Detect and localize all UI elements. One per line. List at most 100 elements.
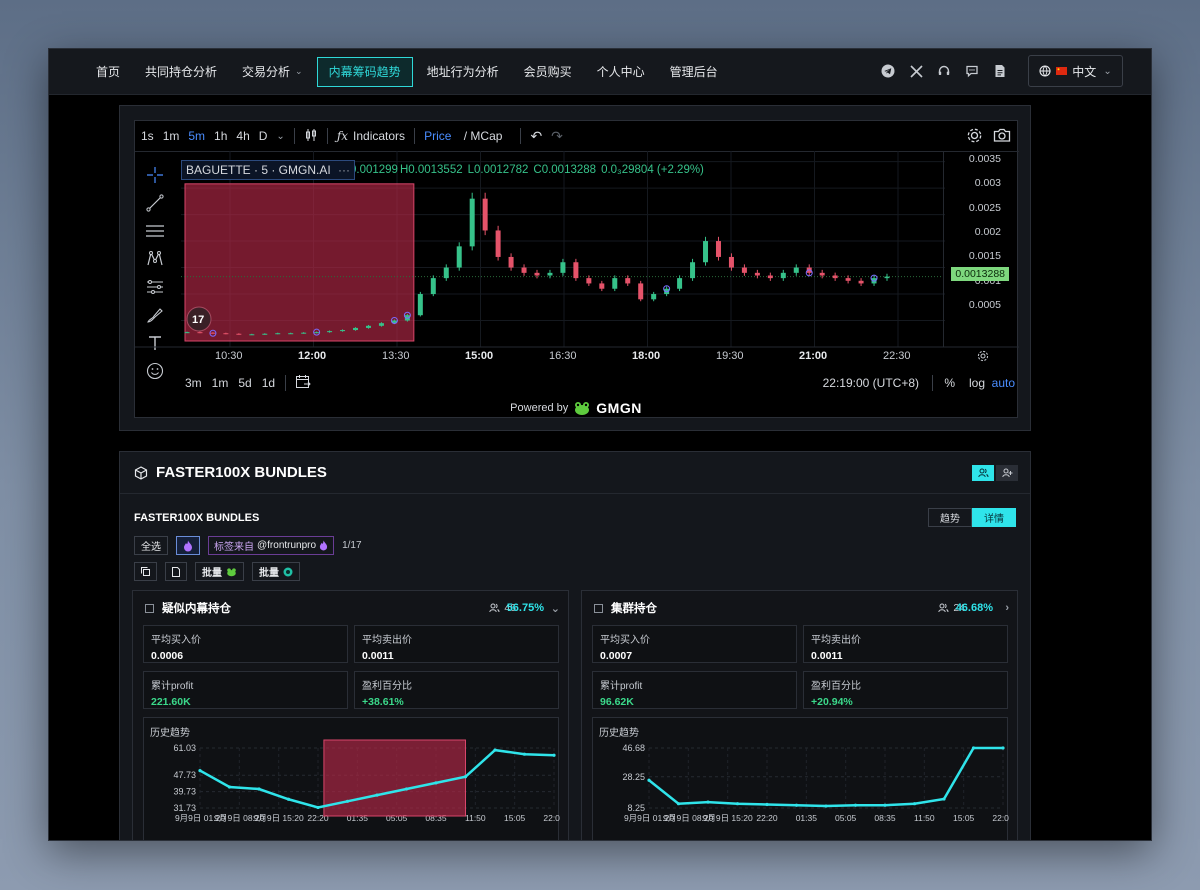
settings-icon[interactable]: [966, 127, 983, 147]
cluster-holdings-card: 集群持仓 24 46.68% › 平均买入价 0.0007 平均卖出价 0.0011…: [581, 590, 1018, 841]
text-tool-icon[interactable]: [141, 329, 169, 357]
tag-filter-button[interactable]: [176, 536, 200, 555]
undo-icon[interactable]: ↶: [530, 127, 543, 144]
timeframe-1s[interactable]: 1s: [141, 129, 154, 143]
tag-source-chip[interactable]: 标签来自 @frontrunpro: [208, 536, 335, 555]
data-point: [463, 775, 468, 779]
data-point: [883, 803, 887, 807]
crosshair-icon[interactable]: [141, 161, 169, 189]
price-chart-plot[interactable]: 17: [135, 121, 1019, 419]
flame-icon: [319, 540, 328, 551]
x-tick: 9月9日 15:20: [703, 813, 753, 823]
gmgn-frog-icon: [227, 567, 236, 576]
trend-title: 历史趋势: [150, 728, 190, 739]
range-3m[interactable]: 3m: [185, 376, 202, 390]
measure-icon[interactable]: [141, 273, 169, 301]
card-checkbox[interactable]: [145, 603, 154, 613]
export-button[interactable]: [165, 562, 187, 581]
batch-gmgn-button[interactable]: 批量: [195, 562, 244, 581]
x-tick: 11:50: [465, 813, 486, 823]
stat-avg-sell: 平均卖出价 0.0011: [803, 625, 1008, 663]
range-1d[interactable]: 1d: [261, 376, 276, 390]
timeframe-4h[interactable]: 4h: [236, 129, 250, 143]
chat-icon[interactable]: [958, 57, 986, 85]
add-user-button[interactable]: [996, 465, 1018, 481]
nav-membership[interactable]: 会员购买: [523, 65, 572, 79]
nav-common-holdings[interactable]: 共同持仓分析: [145, 65, 218, 79]
nav-address-behavior[interactable]: 地址行为分析: [426, 65, 499, 79]
time-display[interactable]: 22:19:00 (UTC+8): [822, 376, 919, 390]
highlight-range: [323, 739, 466, 817]
emoji-icon[interactable]: [141, 357, 169, 385]
document-icon[interactable]: [986, 57, 1014, 85]
symbol-label[interactable]: BAGUETTE · 5 · GMGN.AI ···: [181, 160, 356, 180]
x-tick: 9月9日 08:20: [214, 813, 264, 823]
x-icon[interactable]: [902, 57, 930, 85]
trade-marker: [313, 328, 321, 336]
brush-icon[interactable]: [141, 301, 169, 329]
nav-trade-analysis[interactable]: 交易分析 ⌄: [242, 65, 303, 79]
indicators-button[interactable]: Indicators: [353, 129, 406, 143]
nav-profile[interactable]: 个人中心: [596, 65, 645, 79]
candle-body: [353, 327, 359, 331]
candle-body: [378, 323, 384, 326]
percent-toggle[interactable]: %: [944, 376, 955, 390]
range-1m[interactable]: 1m: [211, 376, 229, 390]
nav-home[interactable]: 首页: [96, 65, 121, 79]
data-point: [824, 804, 828, 808]
data-point: [375, 793, 379, 797]
candle-type-icon[interactable]: [304, 128, 318, 145]
redo-icon[interactable]: ↷: [551, 127, 563, 144]
batch-other-button[interactable]: 批量: [252, 562, 300, 581]
chevron-down-icon[interactable]: ⌄: [550, 602, 560, 615]
chevron-down-icon[interactable]: ⌄: [276, 130, 285, 142]
candle-body: [327, 331, 333, 333]
log-toggle[interactable]: log: [968, 376, 985, 390]
select-all-button[interactable]: 全选: [134, 536, 168, 555]
x-tick: 22:20: [756, 813, 778, 823]
nav-admin[interactable]: 管理后台: [669, 65, 718, 79]
language-selector[interactable]: 中文 ⌄: [1028, 55, 1123, 87]
view-trend-button[interactable]: 趋势: [928, 508, 972, 527]
pagination: 1/17: [342, 540, 362, 551]
data-point: [765, 802, 769, 807]
toolbar-divider: [414, 128, 416, 144]
telegram-icon[interactable]: [874, 57, 902, 85]
range-5d[interactable]: 5d: [238, 376, 252, 390]
user-add-icon: [1001, 468, 1012, 478]
indicators-icon[interactable]: ƒx: [336, 129, 349, 143]
chart-bottom-bar: 3m 1m 5d 1d 22:19:00 (UTC+8) % log auto: [185, 373, 1019, 393]
timeframe-d[interactable]: D: [258, 129, 268, 143]
bundles-header: FASTER100X BUNDLES: [120, 452, 1030, 494]
price-axis[interactable]: 0.0035 0.003 0.0025 0.002 0.0015 0.001 0…: [943, 151, 1017, 347]
candle-body: [586, 278, 592, 284]
time-axis[interactable]: 10:30 12:00 13:30 15:00 16:30 18:00 19:3…: [181, 347, 945, 367]
x-tick: 15:05: [504, 813, 526, 823]
camera-icon[interactable]: [993, 127, 1011, 146]
timeframe-1m[interactable]: 1m: [162, 129, 180, 143]
users-icon: [489, 603, 500, 613]
circle-logo-icon: [283, 567, 293, 576]
goto-date-icon[interactable]: [295, 374, 311, 392]
nav-insider-trend[interactable]: 内幕筹码趋势: [316, 56, 413, 87]
headset-icon[interactable]: [930, 57, 958, 85]
axis-settings-icon[interactable]: [977, 349, 989, 367]
auto-toggle[interactable]: auto: [991, 376, 1015, 390]
trendline-icon[interactable]: [141, 189, 169, 217]
pattern-icon[interactable]: [141, 245, 169, 273]
copy-button[interactable]: [134, 562, 157, 581]
card-header[interactable]: 集群持仓 24 46.68% ›: [582, 591, 1017, 625]
timeframe-1h[interactable]: 1h: [214, 129, 228, 143]
view-detail-button[interactable]: 详情: [972, 508, 1016, 527]
group-view-button[interactable]: [972, 465, 994, 481]
trade-marker: [870, 274, 878, 282]
price-toggle[interactable]: Price / MCap: [424, 129, 503, 143]
chevron-right-icon[interactable]: ›: [1005, 602, 1009, 614]
fib-icon[interactable]: [141, 217, 169, 245]
card-header[interactable]: 疑似内幕持仓 46 56.75% ⌄: [133, 591, 568, 625]
y-tick: 46.68: [622, 743, 645, 753]
timeframe-5m[interactable]: 5m: [188, 129, 206, 143]
card-checkbox[interactable]: [594, 603, 603, 613]
